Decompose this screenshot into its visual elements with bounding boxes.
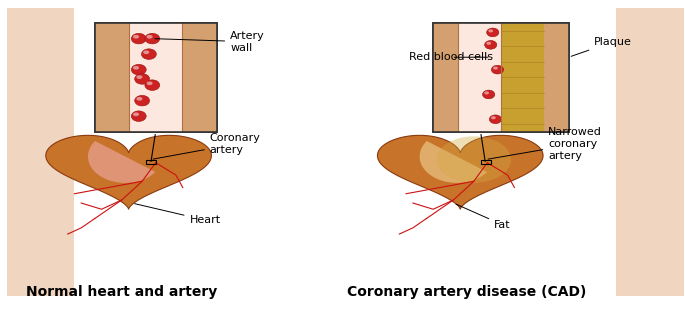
Bar — [95, 23, 129, 132]
Bar — [544, 23, 569, 132]
Ellipse shape — [132, 33, 146, 44]
Bar — [433, 23, 569, 132]
Ellipse shape — [147, 81, 153, 85]
Ellipse shape — [132, 64, 146, 75]
Text: Coronary
artery: Coronary artery — [153, 133, 261, 159]
Ellipse shape — [484, 91, 489, 95]
Ellipse shape — [135, 95, 149, 106]
Ellipse shape — [132, 111, 146, 121]
Polygon shape — [420, 141, 487, 183]
Text: Coronary artery disease (CAD): Coronary artery disease (CAD) — [347, 285, 587, 299]
Ellipse shape — [143, 50, 149, 54]
Bar — [458, 23, 501, 132]
Polygon shape — [377, 135, 543, 209]
Bar — [95, 23, 216, 132]
Text: Artery
wall: Artery wall — [155, 31, 265, 53]
Ellipse shape — [133, 66, 139, 69]
Ellipse shape — [147, 35, 153, 38]
Bar — [145, 160, 155, 164]
Text: Red blood cells: Red blood cells — [410, 52, 493, 62]
Ellipse shape — [488, 29, 493, 33]
Bar — [433, 23, 458, 132]
Ellipse shape — [491, 65, 503, 74]
Bar — [481, 160, 490, 164]
Bar — [95, 23, 216, 132]
Ellipse shape — [133, 35, 139, 38]
Ellipse shape — [486, 42, 491, 45]
Text: Heart: Heart — [135, 204, 221, 225]
Bar — [129, 23, 182, 132]
Polygon shape — [46, 135, 212, 209]
Ellipse shape — [484, 40, 497, 49]
Text: Plaque: Plaque — [571, 37, 632, 56]
Ellipse shape — [136, 97, 142, 101]
Ellipse shape — [436, 136, 511, 183]
Ellipse shape — [491, 116, 496, 119]
Bar — [501, 23, 544, 132]
Ellipse shape — [135, 74, 149, 84]
Text: Normal heart and artery: Normal heart and artery — [26, 285, 217, 299]
Bar — [182, 23, 216, 132]
Ellipse shape — [489, 115, 501, 124]
Polygon shape — [7, 8, 75, 296]
Polygon shape — [88, 141, 155, 183]
Ellipse shape — [145, 80, 160, 90]
Ellipse shape — [493, 67, 498, 69]
Ellipse shape — [145, 33, 160, 44]
Text: Fat: Fat — [456, 204, 511, 230]
Ellipse shape — [483, 90, 495, 99]
Ellipse shape — [142, 49, 156, 59]
Bar — [433, 23, 569, 132]
Ellipse shape — [486, 28, 499, 37]
Text: Narrowed
coronary
artery: Narrowed coronary artery — [488, 127, 602, 161]
Ellipse shape — [136, 75, 142, 79]
Polygon shape — [616, 8, 684, 296]
Ellipse shape — [133, 112, 139, 116]
